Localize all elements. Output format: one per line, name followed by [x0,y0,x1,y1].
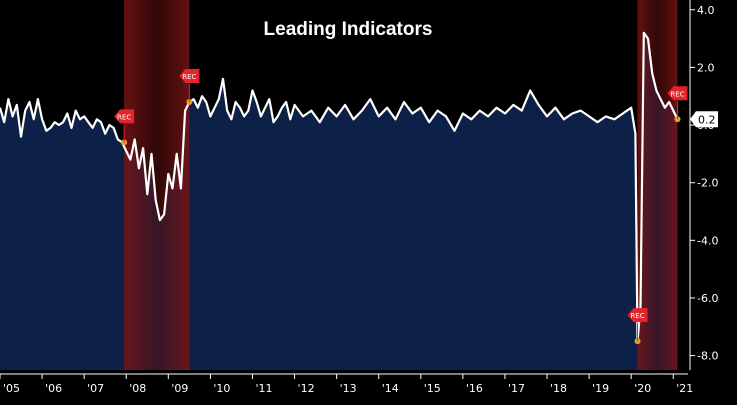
rec-flag-start-1-badge [114,109,135,124]
recession-band-1 [124,0,190,370]
x-tick-label: '09 [171,382,188,395]
rec-flag-end-1-badge [179,68,200,83]
x-tick-label: '18 [550,382,567,395]
x-tick-label: '14 [382,382,399,395]
x-tick-label: '08 [129,382,146,395]
x-tick-label: '20 [634,382,651,395]
x-tick-label: '21 [676,382,693,395]
series-line [0,31,679,343]
rec-flag-start-2-badge [627,308,648,323]
last-value-box [690,111,718,128]
x-tick-label: '11 [255,382,272,395]
x-tick-label: '12 [298,382,315,395]
x-tick-label: '10 [213,382,230,395]
x-tick-label: '06 [45,382,62,395]
x-tick-label: '13 [340,382,357,395]
rec-flag-end-2-label: REC [670,90,684,98]
x-tick-label: '16 [466,382,483,395]
rec-flag-end-1-label: REC [182,73,196,81]
y-tick-label: -2.0 [697,177,718,190]
x-tick-label: '05 [3,382,20,395]
y-tick-label: -8.0 [697,350,718,363]
y-tick-label: -4.0 [697,234,718,247]
y-tick-label: 2.0 [697,61,715,74]
y-tick-label: -6.0 [697,292,718,305]
x-tick-label: '17 [508,382,525,395]
x-tick-label: '19 [592,382,609,395]
rec-flag-start-1-label: REC [117,113,131,121]
x-tick-label: '15 [424,382,441,395]
y-tick-label: 4.0 [697,4,715,17]
x-tick-label: '07 [87,382,104,395]
last-value-label: 0.2 [698,113,716,126]
chart-title: Leading Indicators [264,19,433,40]
rec-flag-end-2-badge [667,86,688,101]
rec-flag-start-2-label: REC [630,312,644,320]
